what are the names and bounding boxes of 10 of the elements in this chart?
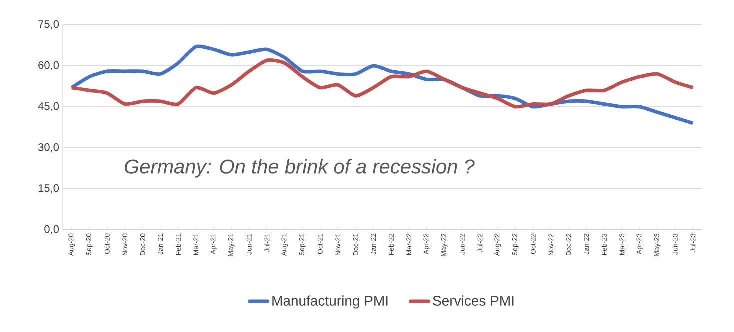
y-tick-label: 0,0 [44,225,60,235]
y-tick-label: 30,0 [38,143,60,153]
y-tick-label: 45,0 [38,102,60,112]
y-tick-label: 75,0 [38,20,60,30]
legend-label: Services PMI [433,296,514,306]
y-tick-label: 60,0 [38,61,60,71]
annotation: Germany: On the brink of a recession ? [125,159,475,178]
legend-label: Manufacturing PMI [272,296,388,309]
y-tick-label: 15,0 [38,184,60,194]
line-series [70,58,695,109]
